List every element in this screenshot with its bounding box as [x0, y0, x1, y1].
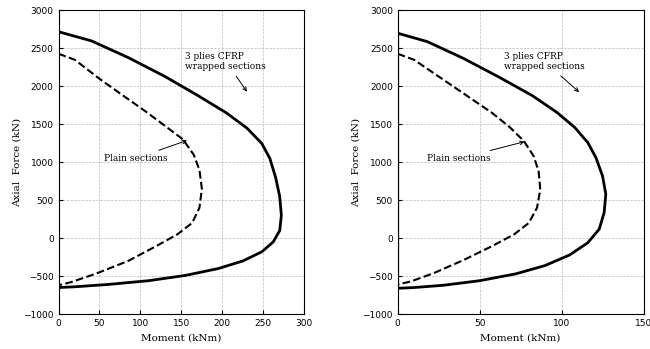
Text: Plain sections: Plain sections: [427, 141, 523, 163]
Y-axis label: Axial  Force (kN): Axial Force (kN): [352, 118, 361, 207]
Y-axis label: Axial  Force (kN): Axial Force (kN): [13, 118, 21, 207]
X-axis label: Moment (kNm): Moment (kNm): [141, 334, 222, 342]
Text: Plain sections: Plain sections: [103, 140, 186, 163]
Text: 3 plies CFRP
wrapped sections: 3 plies CFRP wrapped sections: [504, 52, 585, 91]
Text: 3 plies CFRP
wrapped sections: 3 plies CFRP wrapped sections: [185, 52, 266, 91]
X-axis label: Moment (kNm): Moment (kNm): [480, 334, 561, 342]
